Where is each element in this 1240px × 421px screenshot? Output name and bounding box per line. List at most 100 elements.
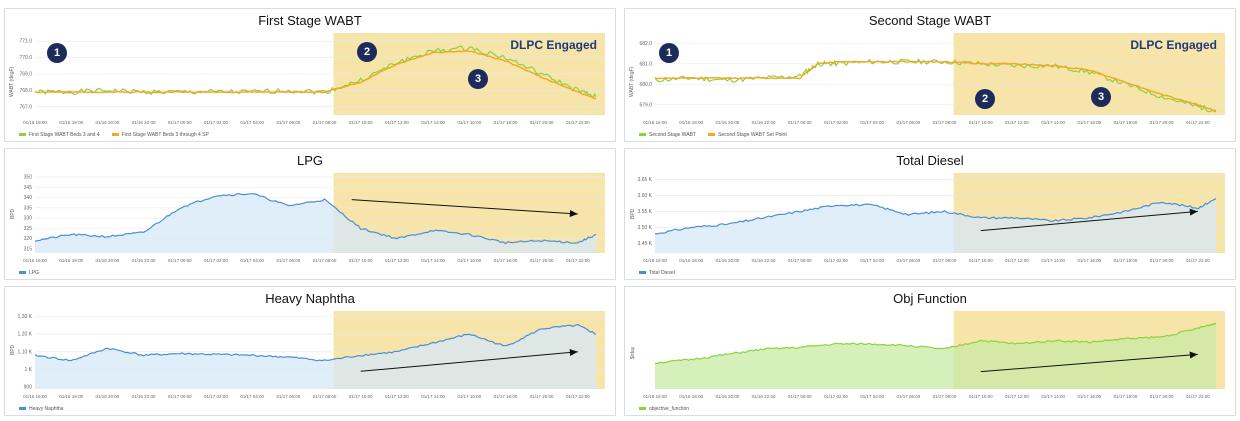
legend-label: LPG bbox=[29, 270, 40, 276]
y-tick-label: 315 bbox=[24, 246, 33, 252]
legend-swatch-green bbox=[639, 133, 646, 137]
x-tick-label: 01/17 10:00 bbox=[349, 258, 373, 263]
x-tick-label: 01/17 12:00 bbox=[1005, 120, 1029, 125]
marker-2: 2 bbox=[357, 42, 377, 62]
legend: First Stage WABT Beds 3 and 4 First Stag… bbox=[19, 132, 209, 138]
chart-second-stage-wabt: 679.0 680.0 681.0 682.0 01/16 16:00 01/16 18:… bbox=[639, 33, 1225, 125]
x-tick-label: 01/17 12:00 bbox=[1005, 394, 1029, 399]
chart-total-diesel: 3.45 K 3.50 K 3.55 K 3.60 K 3.65 K 01/16 16:0… bbox=[638, 173, 1225, 263]
x-tick-label: 01/17 06:00 bbox=[276, 394, 300, 399]
legend-swatch-blue bbox=[19, 407, 26, 411]
legend-swatch-green bbox=[639, 407, 646, 411]
x-tick-label: 01/17 22:00 bbox=[1186, 258, 1210, 263]
x-tick-label: 01/17 08:00 bbox=[313, 258, 337, 263]
x-tick-label: 01/17 06:00 bbox=[276, 258, 300, 263]
x-tick-label: 01/17 04:00 bbox=[860, 120, 884, 125]
x-tick-label: 01/17 22:00 bbox=[566, 258, 590, 263]
chart-title: First Stage WABT bbox=[258, 13, 362, 28]
y-axis-label: WABT (degF) bbox=[9, 66, 15, 97]
y-tick-label: 3.45 K bbox=[638, 241, 653, 247]
y-tick-label: 3.60 K bbox=[638, 193, 653, 199]
y-tick-label: 1 K bbox=[24, 367, 32, 373]
x-tick-label: 01/17 02:00 bbox=[824, 258, 848, 263]
y-tick-label: 340 bbox=[24, 195, 33, 201]
x-tick-label: 01/17 14:00 bbox=[421, 258, 445, 263]
x-tick-label: 01/16 18:00 bbox=[679, 258, 703, 263]
legend-swatch-orange bbox=[708, 133, 716, 137]
x-tick-label: 01/17 16:00 bbox=[1077, 120, 1101, 125]
x-tick-label: 01/17 02:00 bbox=[204, 394, 228, 399]
legend-swatch-blue bbox=[639, 271, 646, 275]
trend-arrow-line bbox=[980, 210, 1198, 232]
marker-2: 2 bbox=[975, 89, 995, 109]
x-tick-label: 01/16 22:00 bbox=[132, 394, 156, 399]
trend-arrow-line bbox=[360, 351, 578, 372]
y-tick-label: 681.0 bbox=[639, 61, 652, 67]
x-tick-label: 01/17 00:00 bbox=[788, 120, 812, 125]
y-tick-label: 3.65 K bbox=[638, 177, 653, 183]
x-tick-label: 01/17 18:00 bbox=[494, 258, 518, 263]
y-axis-label: WABT (degF) bbox=[629, 66, 635, 97]
x-tick-label: 01/17 22:00 bbox=[1186, 394, 1210, 399]
marker-3: 3 bbox=[1091, 87, 1111, 107]
legend: Total Diesel bbox=[639, 270, 675, 276]
x-tick-label: 01/17 14:00 bbox=[1041, 258, 1065, 263]
x-tick-label: 01/17 18:00 bbox=[1114, 394, 1138, 399]
x-tick-label: 01/17 06:00 bbox=[276, 120, 300, 125]
x-tick-label: 01/17 02:00 bbox=[824, 394, 848, 399]
x-tick-label: 01/17 22:00 bbox=[1186, 120, 1210, 125]
x-tick-label: 01/17 20:00 bbox=[530, 394, 554, 399]
y-tick-label: 3.55 K bbox=[638, 209, 653, 215]
legend-item: Second Stage WABT bbox=[639, 132, 696, 138]
y-tick-label: 325 bbox=[24, 226, 33, 232]
x-tick-label: 01/17 00:00 bbox=[788, 394, 812, 399]
x-tick-label: 01/17 00:00 bbox=[168, 258, 192, 263]
x-tick-label: 01/16 22:00 bbox=[752, 120, 776, 125]
x-tick-label: 01/17 06:00 bbox=[896, 258, 920, 263]
legend-swatch-green bbox=[19, 133, 26, 137]
panel-obj-function: Obj Function 550 K560 K570 K580 K590 K01… bbox=[624, 286, 1236, 416]
y-tick-label: 320 bbox=[24, 236, 33, 242]
x-tick-label: 01/16 18:00 bbox=[679, 394, 703, 399]
series-line-second-stage-wabt-set-point bbox=[654, 60, 1217, 112]
x-tick-label: 01/17 16:00 bbox=[1077, 258, 1101, 263]
x-tick-label: 01/17 14:00 bbox=[1041, 394, 1065, 399]
x-tick-label: 01/17 08:00 bbox=[313, 394, 337, 399]
dlpc-engaged-label: DLPC Engaged bbox=[1130, 38, 1217, 52]
y-axis-label: BPD bbox=[630, 208, 636, 219]
y-tick-label: 1.10 K bbox=[18, 349, 33, 355]
x-tick-label: 01/17 22:00 bbox=[566, 394, 590, 399]
legend-item: First Stage WABT Beds 3 and 4 bbox=[19, 132, 100, 138]
x-tick-label: 01/17 08:00 bbox=[933, 120, 957, 125]
x-tick-label: 01/17 06:00 bbox=[896, 120, 920, 125]
x-tick-label: 01/17 12:00 bbox=[385, 394, 409, 399]
trend-arrow-head bbox=[1189, 351, 1198, 359]
x-tick-label: 01/16 22:00 bbox=[132, 120, 156, 125]
x-tick-label: 01/17 16:00 bbox=[457, 258, 481, 263]
x-tick-label: 01/16 18:00 bbox=[59, 258, 83, 263]
x-tick-label: 01/17 00:00 bbox=[168, 120, 192, 125]
x-tick-label: 01/17 18:00 bbox=[494, 120, 518, 125]
y-axis-label: BPD bbox=[10, 344, 16, 355]
series-area bbox=[655, 323, 1216, 389]
x-tick-label: 01/17 12:00 bbox=[385, 258, 409, 263]
marker-1: 1 bbox=[47, 43, 67, 63]
x-tick-label: 01/17 04:00 bbox=[240, 258, 264, 263]
legend-item: objective_function bbox=[639, 406, 689, 412]
chart-lpg: 315 320 325 330 335 340 345 350 01/16 16:00 01/16… bbox=[23, 173, 605, 263]
x-tick-label: 01/16 16:00 bbox=[23, 120, 47, 125]
x-tick-label: 01/17 08:00 bbox=[933, 394, 957, 399]
trend-arrow-head bbox=[569, 349, 578, 356]
chart-title: LPG bbox=[296, 153, 323, 168]
panel-first-stage-wabt: First Stage WABT 767.0 768.0 769.0 770.0 771… bbox=[4, 8, 616, 142]
legend-item: Second Stage WABT Set Point bbox=[708, 132, 787, 138]
x-tick-label: 01/17 10:00 bbox=[969, 120, 993, 125]
x-tick-label: 01/17 18:00 bbox=[494, 394, 518, 399]
x-tick-label: 01/16 18:00 bbox=[59, 120, 83, 125]
y-tick-label: 769.0 bbox=[19, 72, 32, 78]
x-tick-label: 01/16 20:00 bbox=[715, 258, 739, 263]
y-tick-label: 1.20 K bbox=[18, 332, 33, 338]
x-tick-label: 01/17 10:00 bbox=[349, 394, 373, 399]
x-tick-label: 01/17 20:00 bbox=[1150, 258, 1174, 263]
x-tick-label: 01/17 04:00 bbox=[240, 394, 264, 399]
